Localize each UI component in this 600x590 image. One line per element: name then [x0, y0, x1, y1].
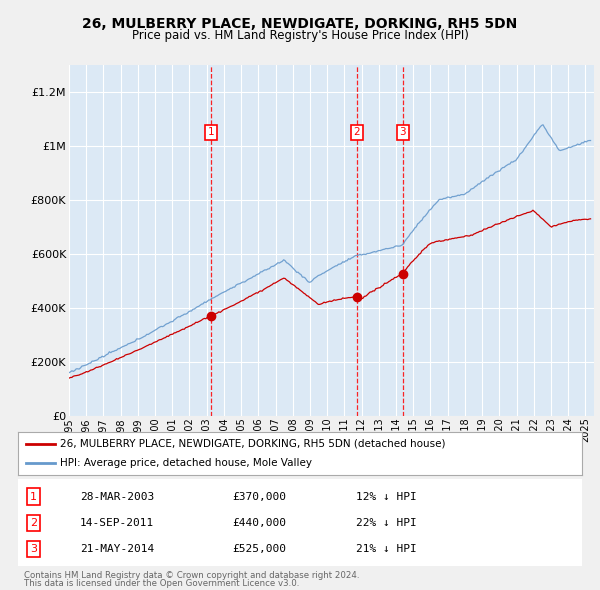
Text: 2: 2 [353, 127, 360, 137]
Text: £370,000: £370,000 [232, 491, 286, 502]
Text: 2: 2 [30, 518, 37, 527]
Text: HPI: Average price, detached house, Mole Valley: HPI: Average price, detached house, Mole… [60, 458, 313, 468]
Text: 12% ↓ HPI: 12% ↓ HPI [356, 491, 417, 502]
Text: 22% ↓ HPI: 22% ↓ HPI [356, 518, 417, 527]
Text: 28-MAR-2003: 28-MAR-2003 [80, 491, 154, 502]
Text: 21% ↓ HPI: 21% ↓ HPI [356, 544, 417, 554]
Text: 1: 1 [30, 491, 37, 502]
Text: £525,000: £525,000 [232, 544, 286, 554]
Text: 26, MULBERRY PLACE, NEWDIGATE, DORKING, RH5 5DN: 26, MULBERRY PLACE, NEWDIGATE, DORKING, … [82, 17, 518, 31]
Text: 3: 3 [399, 127, 406, 137]
Text: 1: 1 [208, 127, 214, 137]
Text: 14-SEP-2011: 14-SEP-2011 [80, 518, 154, 527]
Text: Contains HM Land Registry data © Crown copyright and database right 2024.: Contains HM Land Registry data © Crown c… [24, 571, 359, 579]
Text: 26, MULBERRY PLACE, NEWDIGATE, DORKING, RH5 5DN (detached house): 26, MULBERRY PLACE, NEWDIGATE, DORKING, … [60, 438, 446, 448]
Text: 21-MAY-2014: 21-MAY-2014 [80, 544, 154, 554]
Text: Price paid vs. HM Land Registry's House Price Index (HPI): Price paid vs. HM Land Registry's House … [131, 30, 469, 42]
Text: £440,000: £440,000 [232, 518, 286, 527]
Text: This data is licensed under the Open Government Licence v3.0.: This data is licensed under the Open Gov… [24, 579, 299, 588]
Text: 3: 3 [30, 544, 37, 554]
